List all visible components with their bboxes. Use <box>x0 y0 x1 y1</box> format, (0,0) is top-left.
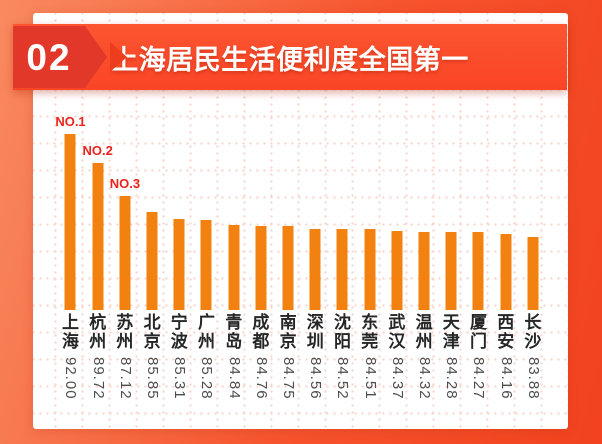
bar <box>500 233 512 310</box>
value-text: 84.84 <box>225 357 243 400</box>
value-text: 85.85 <box>144 357 162 400</box>
city-label: 苏 州 <box>116 313 134 351</box>
bar-column: 武 汉 84.37 <box>383 13 410 429</box>
rank-label: NO.1 <box>55 113 86 129</box>
bar <box>418 231 430 310</box>
bar-column: NO.3 苏 州 87.12 <box>109 13 141 429</box>
section-number: 02 <box>26 36 72 78</box>
city-label: 宁 波 <box>170 313 188 351</box>
city-label: 天 津 <box>442 313 460 351</box>
rank-label: NO.2 <box>82 142 113 158</box>
city-label: 成 都 <box>252 313 270 351</box>
bar-chart: NO.1 上 海 92.00 NO.2 杭 州 89.72 NO.3 苏 州 87.12 北 京 8… <box>33 13 568 429</box>
value-text: 84.37 <box>388 357 406 400</box>
chevron-right-icon <box>110 42 127 72</box>
city-label: 西 安 <box>497 313 515 351</box>
bar <box>282 226 294 310</box>
bar <box>92 162 104 310</box>
section-banner: 02 上海居民生活便利度全国第一 <box>13 24 567 90</box>
city-label: 广 州 <box>197 313 215 351</box>
bar <box>445 232 457 310</box>
city-label: 上 海 <box>61 313 79 351</box>
city-label: 北 京 <box>143 313 161 351</box>
value-text: 92.00 <box>62 357 80 400</box>
value-text: 84.75 <box>280 357 298 400</box>
bar-column: 厦 门 84.27 <box>465 13 492 429</box>
bar-column: 南 京 84.75 <box>275 13 302 429</box>
bar <box>472 232 484 310</box>
value-text: 85.28 <box>198 357 216 400</box>
bar <box>527 237 539 310</box>
bar-column: 宁 波 85.31 <box>166 13 193 429</box>
bar <box>391 231 403 310</box>
bar <box>336 229 348 310</box>
value-text: 84.52 <box>334 357 352 400</box>
value-text: 84.56 <box>307 357 325 400</box>
city-label: 厦 门 <box>469 313 487 351</box>
value-text: 84.76 <box>252 357 270 400</box>
city-label: 南 京 <box>279 313 297 351</box>
value-text: 84.32 <box>416 357 434 400</box>
value-text: 85.31 <box>171 357 189 400</box>
bar-column: 深 圳 84.56 <box>302 13 329 429</box>
bar-column: 长 沙 83.88 <box>519 13 546 429</box>
value-text: 84.28 <box>443 357 461 400</box>
bar-column: 温 州 84.32 <box>411 13 438 429</box>
bar <box>146 212 158 310</box>
bar <box>64 133 76 310</box>
value-text: 89.72 <box>89 357 107 400</box>
bar-column: 东 莞 84.51 <box>356 13 383 429</box>
city-label: 长 沙 <box>524 313 542 351</box>
city-label: 深 圳 <box>306 313 324 351</box>
city-label: 沈 阳 <box>333 313 351 351</box>
section-number-badge: 02 <box>13 26 107 88</box>
bar-column: 沈 阳 84.52 <box>329 13 356 429</box>
value-text: 83.88 <box>524 357 542 400</box>
value-text: 84.16 <box>497 357 515 400</box>
city-label: 武 汉 <box>388 313 406 351</box>
bar-column: NO.1 上 海 92.00 <box>55 13 86 429</box>
bar-column: 西 安 84.16 <box>492 13 519 429</box>
bar-column: 广 州 85.28 <box>193 13 220 429</box>
city-label: 东 莞 <box>361 313 379 351</box>
city-label: 温 州 <box>415 313 433 351</box>
bar-column: 青 岛 84.84 <box>220 13 247 429</box>
value-text: 87.12 <box>116 357 134 400</box>
bar-column: 成 都 84.76 <box>247 13 274 429</box>
bar <box>364 229 376 310</box>
bar <box>309 228 321 310</box>
bar <box>228 225 240 310</box>
section-title: 上海居民生活便利度全国第一 <box>111 44 469 75</box>
bar <box>173 219 185 310</box>
city-label: 青 岛 <box>225 313 243 351</box>
rank-label: NO.3 <box>109 176 141 192</box>
value-text: 84.51 <box>361 357 379 400</box>
bar-column: 天 津 84.28 <box>438 13 465 429</box>
bar-column: NO.2 杭 州 89.72 <box>82 13 113 429</box>
value-text: 84.27 <box>470 357 488 400</box>
bar <box>119 196 131 310</box>
bar <box>255 226 267 310</box>
bar <box>200 219 212 310</box>
bar-column: 北 京 85.85 <box>139 13 166 429</box>
city-label: 杭 州 <box>89 313 107 351</box>
